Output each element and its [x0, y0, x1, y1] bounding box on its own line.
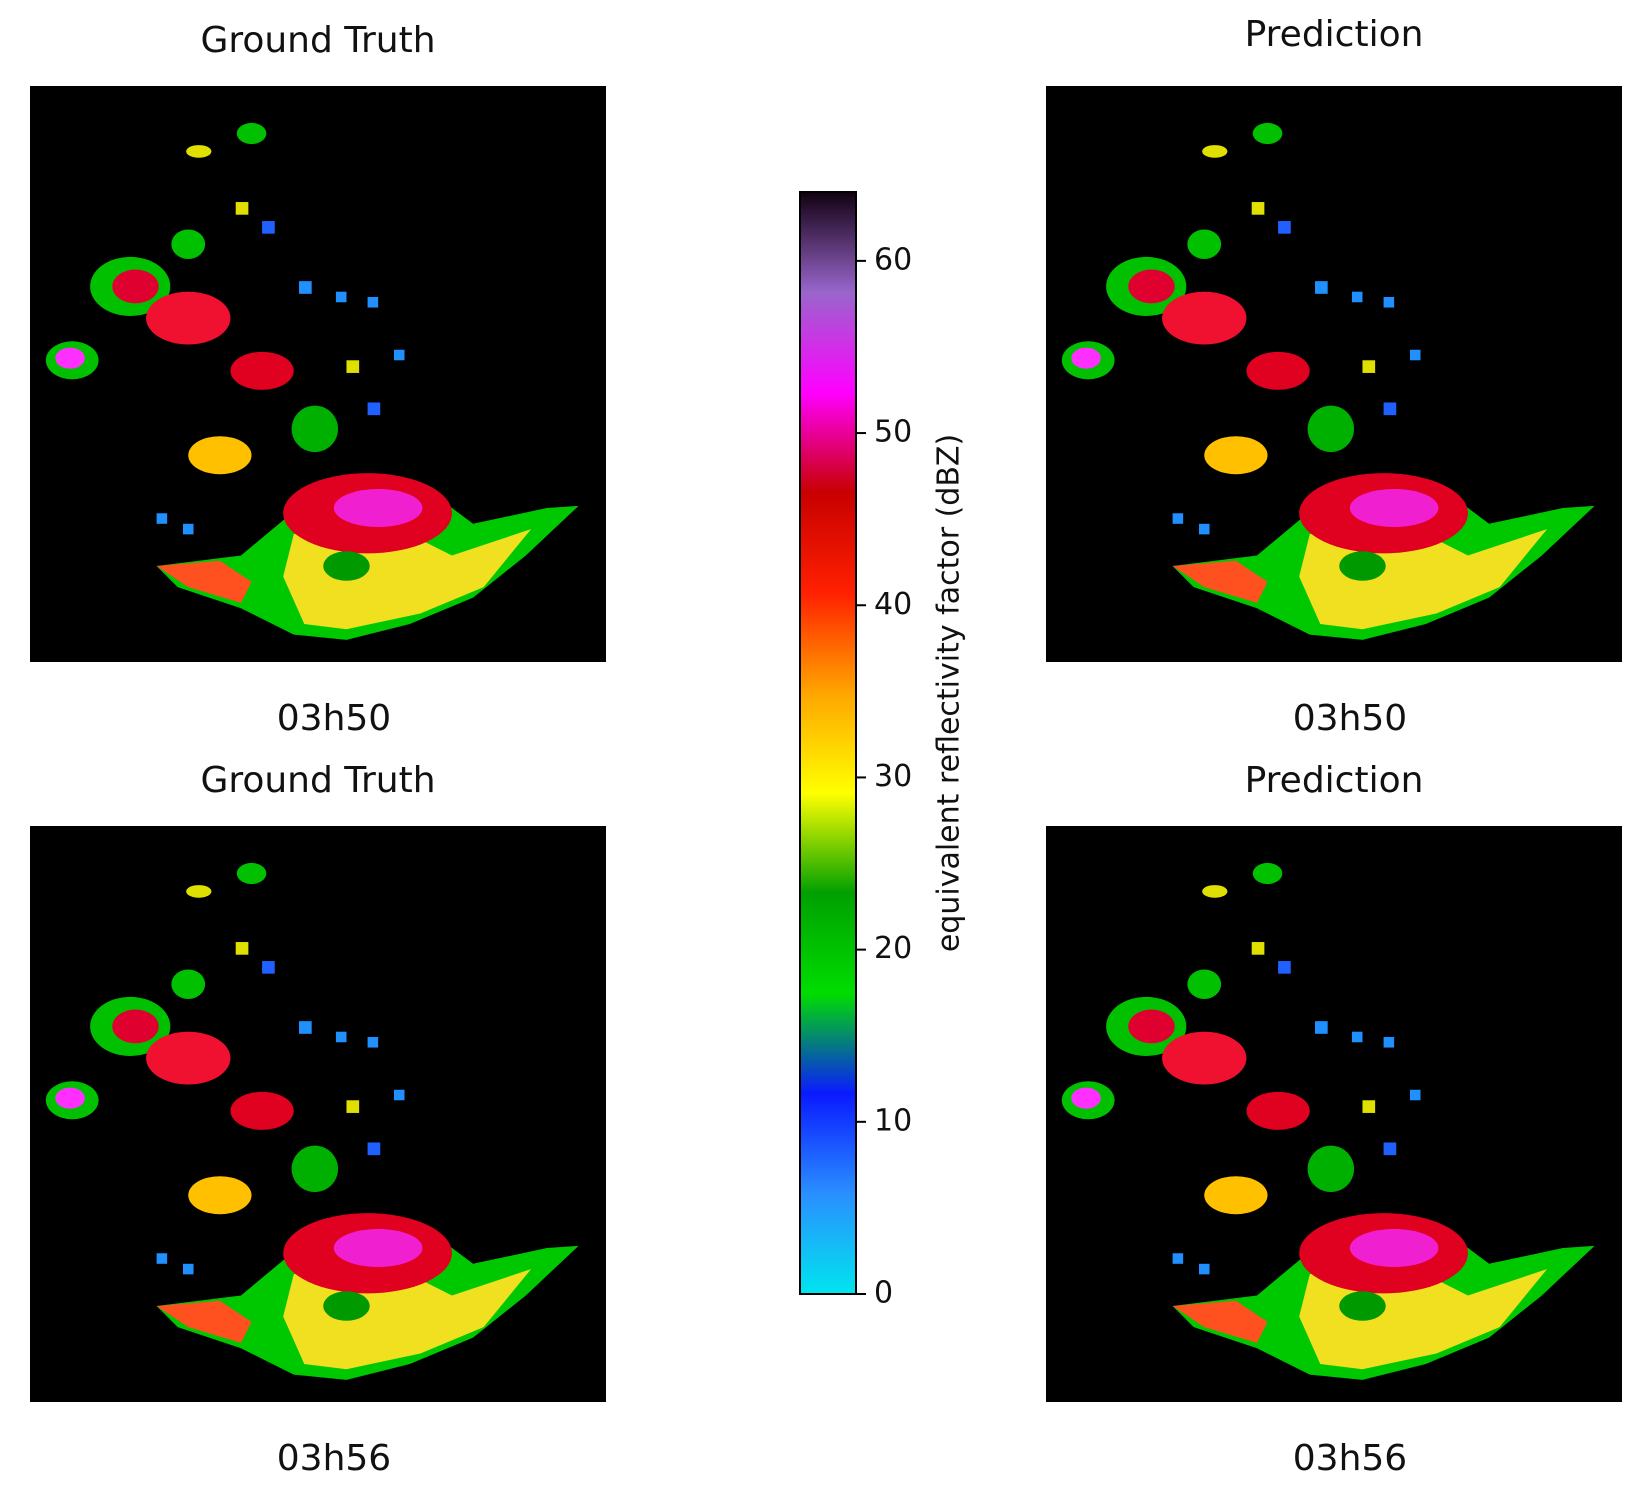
colorbar-tick-label: 10: [874, 1103, 912, 1138]
colorbar-tick-label: 40: [874, 587, 912, 622]
panel-time: 03h50: [277, 698, 391, 739]
colorbar-gradient: [799, 191, 857, 1295]
colorbar-tick-label: 50: [874, 415, 912, 450]
panel-title: Ground Truth: [200, 760, 435, 801]
radar-image: [30, 86, 606, 662]
radar-image: [1046, 826, 1622, 1402]
panels: Ground Truth 03h50 Prediction 03h50 Ground T…: [30, 14, 1622, 1479]
panel-title: Prediction: [1245, 14, 1424, 55]
colorbar: 0 10 20 30 40 50 60 equivalent reflectivity fac…: [799, 191, 967, 1311]
panel-title: Ground Truth: [200, 20, 435, 61]
panel-title: Prediction: [1245, 760, 1424, 801]
colorbar-tick-label: 0: [874, 1276, 893, 1311]
colorbar-label: equivalent reflectivity factor (dBZ): [932, 434, 967, 952]
radar-image: [30, 826, 606, 1402]
panel-time: 03h56: [277, 1438, 391, 1479]
colorbar-tick-label: 30: [874, 759, 912, 794]
radar-image: [1046, 86, 1622, 662]
panel-time: 03h50: [1293, 698, 1407, 739]
colorbar-tick-label: 60: [874, 242, 912, 277]
colorbar-tick-label: 20: [874, 931, 912, 966]
panel-time: 03h56: [1293, 1438, 1407, 1479]
